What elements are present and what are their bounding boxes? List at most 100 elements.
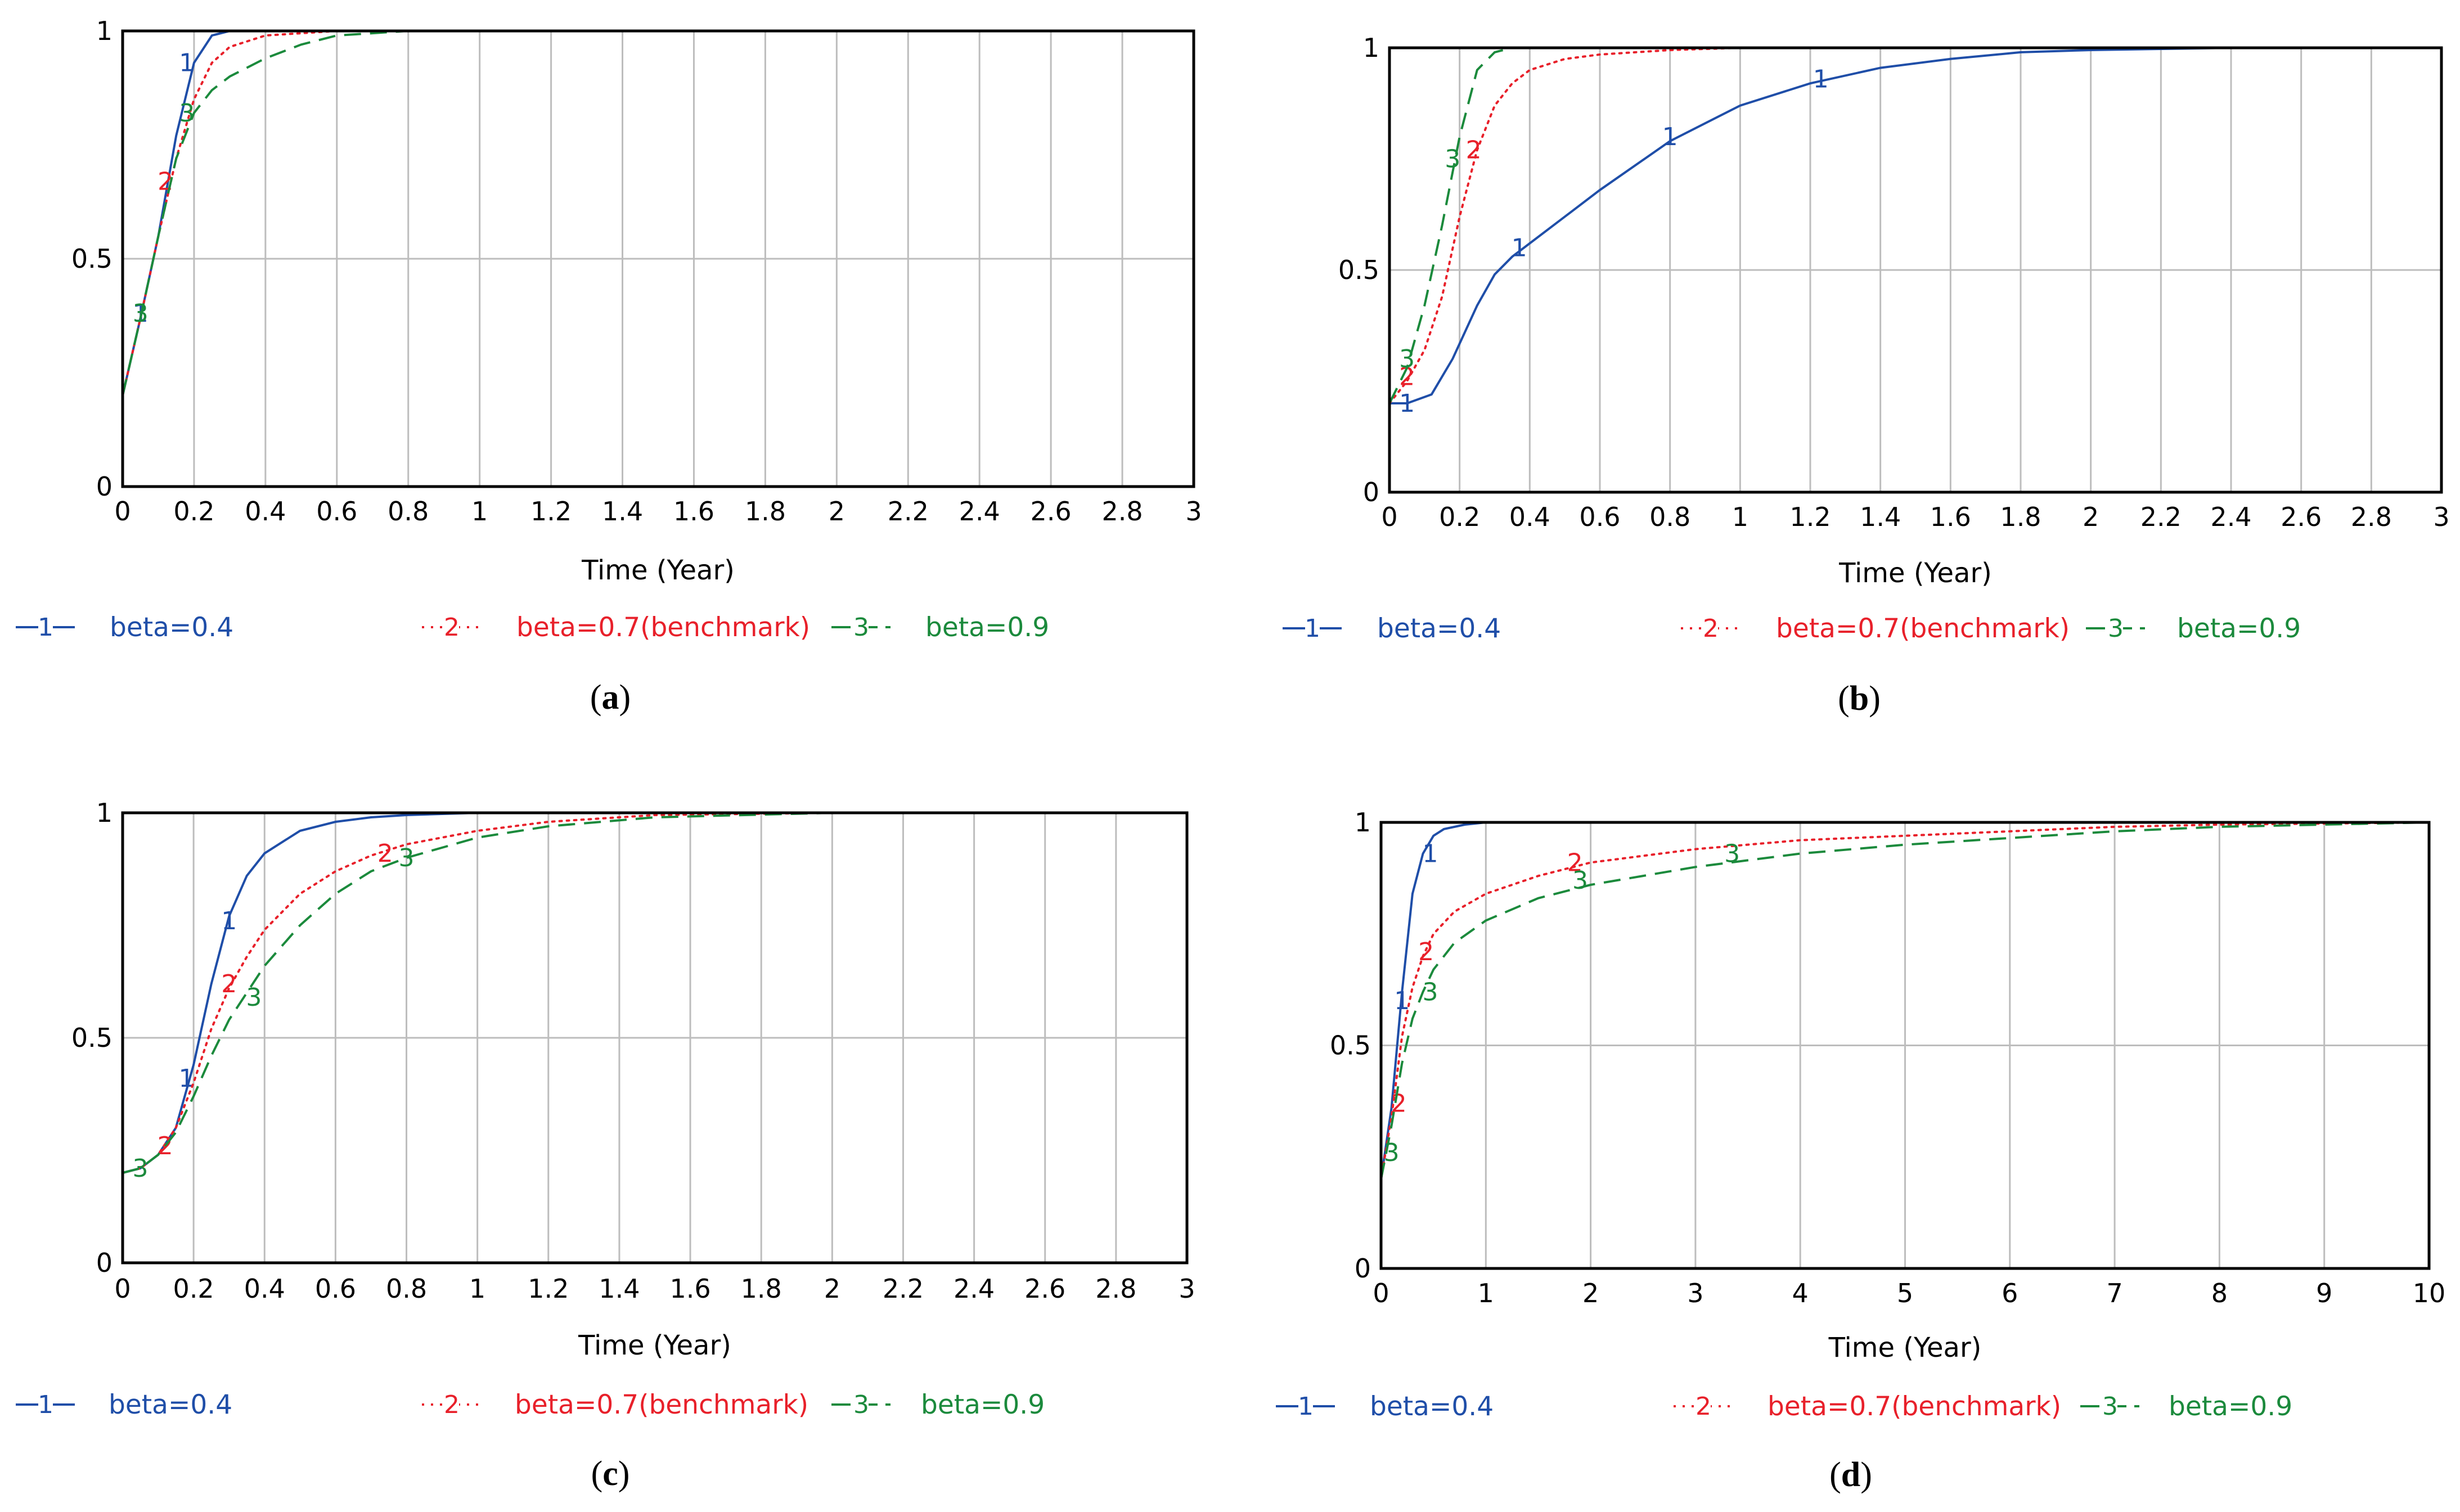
legend-item-3: 3 beta=0.9	[831, 612, 1049, 643]
series-marker-3: 3	[133, 1154, 149, 1183]
legend-label: beta=0.9	[925, 612, 1049, 643]
legend-item-2: 2 beta=0.7(benchmark)	[422, 612, 810, 643]
x-tick-label: 0.6	[1579, 502, 1620, 532]
x-tick-label: 10	[2413, 1278, 2446, 1308]
plot-frame	[121, 29, 1195, 488]
x-tick-label: 1.4	[602, 496, 643, 526]
x-tick-label: 2.8	[1101, 496, 1143, 526]
legend-label: beta=0.9	[921, 1389, 1045, 1420]
y-tick-label: 0	[96, 1248, 113, 1278]
legend-item-2: 2 beta=0.7(benchmark)	[1681, 613, 2070, 644]
x-tick-label: 4	[1792, 1278, 1809, 1308]
series-marker-3: 3	[399, 844, 415, 872]
legend-marker-bg	[854, 1391, 869, 1416]
x-tick-label: 1.2	[528, 1274, 569, 1304]
y-tick-label: 0.5	[1330, 1030, 1371, 1061]
y-tick-label: 0.5	[71, 1023, 113, 1053]
series-marker-2: 2	[1567, 848, 1583, 877]
x-tick-label: 0	[1373, 1278, 1389, 1308]
x-tick-label: 2.8	[2351, 502, 2392, 532]
series-marker-2: 2	[1418, 938, 1434, 966]
legend-label: beta=0.4	[109, 1389, 232, 1420]
x-tick-label: 1	[1732, 502, 1748, 532]
plot-frame	[1379, 821, 2431, 1270]
x-tick-label: 0	[114, 1274, 131, 1304]
x-tick-label: 2.4	[959, 496, 1000, 526]
x-tick-label: 2.2	[883, 1274, 924, 1304]
legend-item-1: 1 beta=0.4	[16, 1389, 232, 1420]
series-line-3	[122, 30, 1194, 396]
legend-item-1: 1 beta=0.4	[1283, 613, 1501, 644]
series-line-1	[122, 812, 1187, 1174]
legend-marker-bg	[444, 1391, 459, 1416]
x-tick-label: 1.2	[1789, 502, 1831, 532]
legend-item-2: 2 beta=0.7(benchmark)	[422, 1389, 808, 1420]
legend-marker: 2	[1703, 614, 1719, 643]
y-tick-label: 1	[96, 16, 113, 46]
x-tick-label: 2	[1582, 1278, 1599, 1308]
x-tick-label: 0	[1381, 502, 1397, 532]
series-marker-3: 3	[1572, 866, 1588, 895]
x-tick-label: 0	[114, 496, 131, 526]
legend-label: beta=0.7(benchmark)	[516, 612, 810, 643]
series-marker-2: 2	[221, 970, 237, 998]
series-marker-1: 1	[179, 49, 195, 78]
series-marker-3: 3	[133, 299, 149, 328]
legend-marker-bg	[444, 614, 459, 638]
series-line-2	[1388, 47, 2443, 404]
x-tick-label: 0.4	[1509, 502, 1550, 532]
legend-item-1: 1 beta=0.4	[16, 612, 233, 643]
x-axis-label: Time (Year)	[578, 1330, 731, 1361]
legend-marker: 3	[853, 1390, 869, 1419]
series-marker-3: 3	[1384, 1138, 1400, 1167]
series-marker-3: 3	[179, 99, 195, 128]
plot-frame	[1388, 46, 2443, 494]
series-marker-3: 3	[1445, 145, 1460, 174]
series-marker-1: 1	[1813, 65, 1829, 93]
x-tick-label: 3	[1185, 496, 1202, 526]
series-marker-1: 1	[1662, 123, 1678, 151]
legend-marker: 3	[853, 613, 869, 642]
legend-marker: 3	[2108, 614, 2124, 643]
y-tick-label: 1	[1355, 807, 1371, 838]
x-tick-label: 1	[469, 1274, 485, 1304]
legend-marker: 3	[2102, 1392, 2118, 1421]
legend-label: beta=0.9	[2169, 1391, 2292, 1422]
series-line-1	[122, 30, 1194, 396]
x-axis-label: Time (Year)	[581, 555, 735, 586]
x-axis-label: Time (Year)	[1828, 1332, 1982, 1364]
legend-marker-bg	[2108, 615, 2123, 640]
x-tick-label: 2.6	[2281, 502, 2322, 532]
x-tick-label: 2.8	[1095, 1274, 1136, 1304]
x-tick-label: 2	[2083, 502, 2099, 532]
y-tick-label: 0	[96, 471, 113, 502]
x-tick-label: 0.8	[386, 1274, 427, 1304]
legend-marker-bg	[1696, 1393, 1711, 1418]
x-tick-label: 1.6	[669, 1274, 710, 1304]
x-tick-label: 0.4	[244, 1274, 285, 1304]
x-tick-label: 0.6	[316, 496, 357, 526]
legend-marker-bg	[1305, 615, 1320, 640]
x-tick-label: 3	[1687, 1278, 1703, 1308]
x-tick-label: 1.8	[2000, 502, 2041, 532]
x-tick-label: 0.4	[245, 496, 286, 526]
y-tick-label: 0	[1363, 477, 1379, 507]
legend-marker: 1	[1298, 1392, 1314, 1421]
x-tick-label: 2	[829, 496, 845, 526]
x-tick-label: 1.4	[599, 1274, 640, 1304]
legend-label: beta=0.7(benchmark)	[1768, 1391, 2061, 1422]
x-tick-label: 1	[471, 496, 488, 526]
x-tick-label: 1.6	[673, 496, 714, 526]
panel-caption: (c)	[591, 1455, 630, 1493]
series-line-2	[122, 30, 1195, 397]
legend-item-3: 3 beta=0.9	[2086, 613, 2301, 644]
legend-marker: 1	[38, 1390, 53, 1419]
series-marker-3: 3	[1423, 978, 1438, 1006]
legend-marker-bg	[2103, 1393, 2117, 1418]
legend-label: beta=0.7(benchmark)	[515, 1389, 808, 1420]
series-marker-3: 3	[1724, 840, 1740, 868]
legend-marker-bg	[854, 614, 869, 638]
legend-label: beta=0.7(benchmark)	[1776, 613, 2070, 644]
